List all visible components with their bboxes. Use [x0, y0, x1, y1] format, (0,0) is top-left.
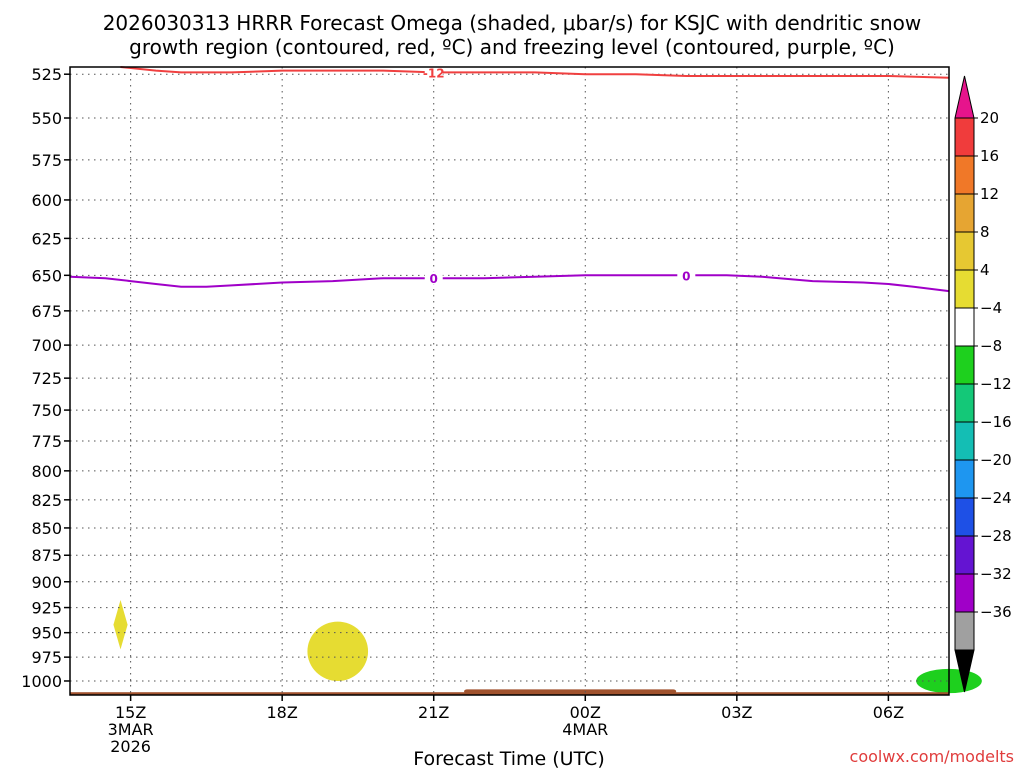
chart-title-line1: 2026030313 HRRR Forecast Omega (shaded, … [103, 11, 922, 35]
omega-region-1 [307, 621, 369, 681]
colorbar-swatch-5 [954, 307, 975, 347]
colorbar-label-7: −12 [980, 375, 1012, 393]
x-tick-label-0-1: 3MAR [108, 720, 154, 739]
x-tick-label-4-0: 03Z [721, 703, 752, 722]
ground-layer [70, 689, 949, 695]
colorbar-label-11: −28 [980, 527, 1012, 545]
x-tick-label-5-0: 06Z [873, 703, 904, 722]
plot-frame [69, 66, 950, 696]
colorbar-swatch-4 [954, 269, 975, 309]
y-tick-label-12: 825 [31, 491, 62, 510]
colorbar-swatch-8 [954, 421, 975, 461]
colorbar-swatch-12 [954, 573, 975, 613]
y-tick-label-19: 1000 [21, 672, 62, 691]
y-tick-label-13: 850 [31, 519, 62, 538]
colorbar-label-2: 12 [980, 185, 999, 203]
y-tick-label-14: 875 [31, 546, 62, 565]
contour-label-bg-1-1 [677, 268, 696, 282]
y-tick-label-3: 600 [31, 191, 62, 210]
colorbar-label-5: −4 [980, 299, 1002, 317]
colorbar-label-0: 20 [980, 109, 999, 127]
y-tick-label-6: 675 [31, 302, 62, 321]
y-tick-label-16: 925 [31, 599, 62, 618]
omega-region-0 [113, 600, 128, 650]
contour-label-bg-0-0 [424, 65, 443, 79]
colorbar-top-arrow [954, 75, 975, 119]
y-tick-label-15: 900 [31, 573, 62, 592]
colorbar-label-1: 16 [980, 147, 999, 165]
colorbar-label-10: −24 [980, 489, 1012, 507]
ground-strip [70, 692, 949, 695]
y-tick-label-10: 775 [31, 432, 62, 451]
x-tick-label-1-0: 18Z [267, 703, 298, 722]
x-tick-label-3-1: 4MAR [562, 720, 608, 739]
y-tick-label-11: 800 [31, 462, 62, 481]
y-tick-label-8: 725 [31, 369, 62, 388]
y-tick-label-5: 650 [31, 266, 62, 285]
colorbar-label-8: −16 [980, 413, 1012, 431]
gridlines [70, 67, 949, 695]
contour-labels: -12 0 0 [423, 65, 696, 286]
contour-label-bg-1-0 [424, 271, 443, 285]
x-tick-label-0-0: 15Z [115, 703, 146, 722]
y-tick-label-9: 750 [31, 401, 62, 420]
contour-line-1 [69, 274, 950, 293]
colorbar-bottom-arrow [954, 649, 975, 693]
x-tick-label-0-2: 2026 [110, 737, 151, 756]
credit-text: coolwx.com/modelts [850, 747, 1014, 766]
chart-title-line2: growth region (contoured, red, ºC) and f… [129, 35, 895, 59]
colorbar-swatch-3 [954, 231, 975, 271]
y-tick-label-1: 550 [31, 109, 62, 128]
colorbar-swatch-7 [954, 383, 975, 423]
contour-label-1-1: 0 [682, 269, 690, 283]
x-axis-label: Forecast Time (UTC) [413, 748, 604, 768]
y-tick-label-4: 625 [31, 229, 62, 248]
colorbar-swatch-6 [954, 345, 975, 385]
colorbar-swatch-10 [954, 497, 975, 537]
ground-bump [464, 689, 677, 694]
colorbar-label-4: 4 [980, 261, 990, 279]
colorbar-label-9: −20 [980, 451, 1012, 469]
x-tick-label-3-0: 00Z [570, 703, 601, 722]
colorbar-swatch-1 [954, 155, 975, 195]
contour-lines [69, 66, 950, 293]
y-axis: 525 550 575 600 625 650 675 700 725 750 775 800 825 8… [21, 65, 70, 691]
colorbar-swatch-11 [954, 535, 975, 575]
colorbar-label-3: 8 [980, 223, 990, 241]
colorbar-swatch-13 [954, 611, 975, 651]
omega-shading-layer [113, 600, 982, 694]
x-tick-label-2-0: 21Z [418, 703, 449, 722]
colorbar: 20 16 12 8 4 −4 −8 −12 −16 −20 −24 −28 −32 −36 [954, 75, 1012, 693]
y-tick-label-17: 950 [31, 624, 62, 643]
colorbar-label-6: −8 [980, 337, 1002, 355]
colorbar-swatch-2 [954, 193, 975, 233]
y-tick-label-7: 700 [31, 336, 62, 355]
y-tick-label-0: 525 [31, 65, 62, 84]
contour-line-0 [120, 66, 950, 79]
contour-label-0-0: -12 [423, 66, 445, 80]
colorbar-swatch-9 [954, 459, 975, 499]
colorbar-swatch-0 [954, 117, 975, 157]
y-tick-label-2: 575 [31, 151, 62, 170]
colorbar-label-12: −32 [980, 565, 1012, 583]
y-tick-label-18: 975 [31, 648, 62, 667]
contour-label-1-0: 0 [430, 272, 438, 286]
colorbar-label-13: −36 [980, 603, 1012, 621]
